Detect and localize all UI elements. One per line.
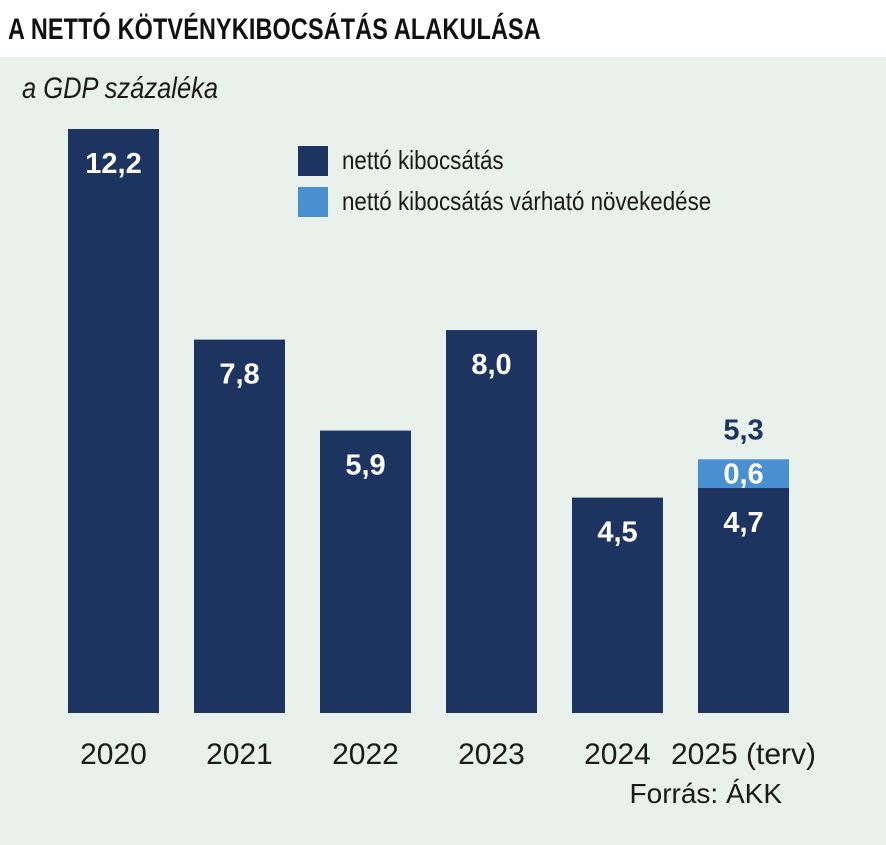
data-label-net-issuance-4: 4,5 [597,517,637,549]
data-label-net-issuance-0: 12,2 [85,148,141,180]
x-tick-label-2: 2022 [332,738,399,771]
legend-item-expected-growth: nettó kibocsátás várható növekedése [298,186,771,217]
source-note: Forrás: ÁKK [629,778,782,809]
data-label-net-issuance-5: 4,7 [723,507,763,539]
data-label-net-issuance-3: 8,0 [471,349,511,381]
bar-net-issuance-2 [320,430,411,713]
bar-expected-growth-5 [698,459,789,489]
bar-net-issuance-4 [572,497,663,713]
legend-item-net-issuance: nettó kibocsátás [298,145,530,176]
y-axis-unit-label: a GDP százaléka [22,72,219,105]
legend-swatch-expected-growth [298,186,328,217]
data-label-expected-growth-5: 0,6 [723,459,763,491]
x-tick-label-3: 2023 [458,738,525,771]
chart-title: A NETTÓ KÖTVÉNYKIBOCSÁTÁS ALAKULÁSA [8,13,541,46]
total-label-5: 5,3 [723,414,763,446]
legend-label-expected-growth: nettó kibocsátás várható növekedése [342,186,712,216]
legend-label-net-issuance: nettó kibocsátás [342,145,504,175]
bar-net-issuance-1 [194,339,285,713]
data-label-net-issuance-1: 7,8 [219,359,259,391]
legend-swatch-net-issuance [298,145,328,176]
data-label-net-issuance-2: 5,9 [345,450,385,482]
bar-net-issuance-5 [698,488,789,713]
bar-net-issuance-3 [446,330,537,713]
x-tick-label-0: 2020 [80,738,147,771]
x-tick-label-5: 2025 (terv) [671,738,816,771]
x-tick-label-4: 2024 [584,738,651,771]
bar-net-issuance-0 [68,129,159,713]
x-tick-label-1: 2021 [206,738,273,771]
